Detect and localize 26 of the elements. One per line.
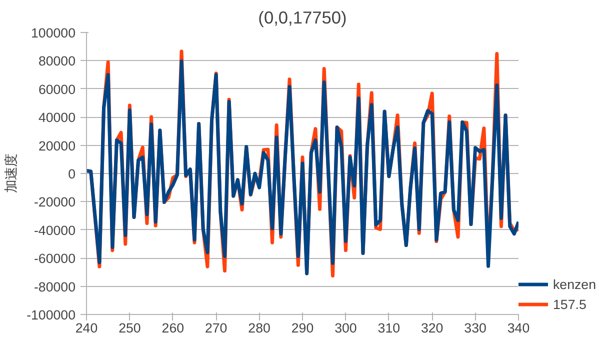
x-tick-label: 280 — [248, 320, 270, 336]
y-tick-label: -80000 — [34, 279, 76, 294]
y-tick-label: -40000 — [34, 222, 76, 238]
legend-label: kenzen — [553, 276, 596, 292]
y-tick-label: -20000 — [34, 194, 76, 210]
x-tick-label: 290 — [291, 320, 314, 336]
y-tick-label: -60000 — [34, 251, 76, 266]
y-tick-label: 100000 — [31, 26, 76, 40]
y-tick-label: 40000 — [38, 110, 76, 126]
x-tick-label: 310 — [378, 320, 400, 336]
y-tick-label: -100000 — [26, 308, 76, 322]
legend-label: 157.5 — [553, 296, 586, 312]
x-tick-label: 340 — [507, 320, 530, 336]
chart-title: (0,0,17750) — [258, 8, 347, 28]
x-tick-label: 260 — [162, 320, 184, 336]
y-tick-label: 80000 — [38, 54, 76, 69]
y-tick-label: 60000 — [38, 82, 76, 97]
y-tick-label: 20000 — [38, 138, 76, 154]
y-tick-label: 0 — [68, 166, 76, 182]
x-tick-label: 330 — [464, 320, 486, 336]
x-tick-label: 240 — [75, 320, 98, 336]
x-tick-label: 300 — [334, 320, 357, 336]
x-tick-label: 270 — [204, 320, 228, 336]
x-tick-label: 250 — [118, 320, 141, 336]
x-tick-label: 320 — [420, 320, 444, 336]
y-axis-title: 加速度 — [4, 154, 19, 193]
